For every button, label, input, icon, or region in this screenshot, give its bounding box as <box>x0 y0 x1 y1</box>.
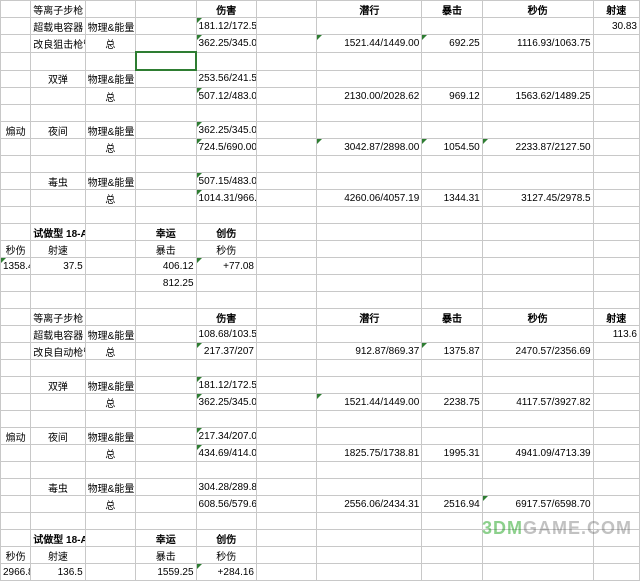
cell: 2556.06/2434.31 <box>317 496 422 513</box>
cell: 2966.81/2825.55 <box>1 564 31 581</box>
cell: 4941.09/4713.39 <box>482 445 593 462</box>
cell: 113.6 <box>593 326 639 343</box>
cell: 1559.25 <box>136 564 196 581</box>
cell: 969.12 <box>422 88 482 105</box>
cell: 2516.94 <box>422 496 482 513</box>
cell: 1344.31 <box>422 190 482 207</box>
cell: 136.5 <box>31 564 85 581</box>
lbl-proto: 试做型 18-A <box>31 224 85 241</box>
cell: 1358.43/1293.75 <box>1 258 31 275</box>
spreadsheet-table: 等离子步枪 伤害 潜行 暴击 秒伤 射速 超载电容器 物理&能量 181.12/… <box>0 0 640 581</box>
cell: 1116.93/1063.75 <box>482 35 593 53</box>
cell: 507.12/483.00 <box>196 88 256 105</box>
cell: 2130.00/2028.62 <box>317 88 422 105</box>
cell: 1054.50 <box>422 139 482 156</box>
cell: 692.25 <box>422 35 482 53</box>
lbl-cap: 超载电容器 <box>31 18 85 35</box>
cell: 362.25/345.00 <box>196 394 256 411</box>
cell: 108.68/103.5 <box>196 326 256 343</box>
hdr-dps: 秒伤 <box>482 1 593 18</box>
lbl-inst: 煽动 <box>1 122 31 139</box>
cell: 37.5 <box>31 258 85 275</box>
selected-cell[interactable] <box>136 52 196 70</box>
cell: 1825.75/1738.81 <box>317 445 422 462</box>
cell: +284.16 <box>196 564 256 581</box>
lbl-auto: 改良自动枪管 <box>31 343 85 360</box>
cell: 912.87/869.37 <box>317 343 422 360</box>
cell: 362.25/345.00 <box>196 35 256 53</box>
lbl-pe: 物理&能量 <box>85 18 135 35</box>
cell: +77.08 <box>196 258 256 275</box>
cell: 217.34/207.00 <box>196 428 256 445</box>
cell: 3127.45/2978.5 <box>482 190 593 207</box>
cell: 812.25 <box>136 275 196 292</box>
cell: 434.69/414.00 <box>196 445 256 462</box>
lbl-plasma: 等离子步枪 <box>31 1 85 18</box>
cell: 4260.06/4057.19 <box>317 190 422 207</box>
cell: 30.83 <box>593 18 639 35</box>
cell: 181.12/172.50 <box>196 377 256 394</box>
cell: 1521.44/1449.00 <box>317 394 422 411</box>
cell: 1014.31/966.00 <box>196 190 256 207</box>
cell: 1521.44/1449.00 <box>317 35 422 53</box>
cell: 362.25/345.00 <box>196 122 256 139</box>
cell: 3042.87/2898.00 <box>317 139 422 156</box>
cell: 304.28/289.81 <box>196 479 256 496</box>
lbl-snipe: 改良狙击枪管 <box>31 35 85 53</box>
cell: 608.56/579.62 <box>196 496 256 513</box>
lbl-poison: 毒虫 <box>31 173 85 190</box>
hdr-crit: 暴击 <box>422 1 482 18</box>
hdr-damage: 伤害 <box>196 1 256 18</box>
cell: 2238.75 <box>422 394 482 411</box>
cell: 724.5/690.00 <box>196 139 256 156</box>
lbl-two: 双弹 <box>31 70 85 88</box>
cell: 4117.57/3927.82 <box>482 394 593 411</box>
cell: 6917.57/6598.70 <box>482 496 593 513</box>
cell: 217.37/207 <box>196 343 256 360</box>
hdr-rof: 射速 <box>593 1 639 18</box>
cell: 507.15/483.00 <box>196 173 256 190</box>
cell: 253.56/241.5 <box>196 70 256 88</box>
cell: 1563.62/1489.25 <box>482 88 593 105</box>
cell: 406.12 <box>136 258 196 275</box>
cell: 181.12/172.50 <box>196 18 256 35</box>
hdr-stealth: 潜行 <box>317 1 422 18</box>
lbl-noct: 夜间 <box>31 122 85 139</box>
lbl-total: 总 <box>85 35 135 53</box>
cell: 1375.87 <box>422 343 482 360</box>
cell: 1995.31 <box>422 445 482 462</box>
cell: 2470.57/2356.69 <box>482 343 593 360</box>
cell: 2233.87/2127.50 <box>482 139 593 156</box>
